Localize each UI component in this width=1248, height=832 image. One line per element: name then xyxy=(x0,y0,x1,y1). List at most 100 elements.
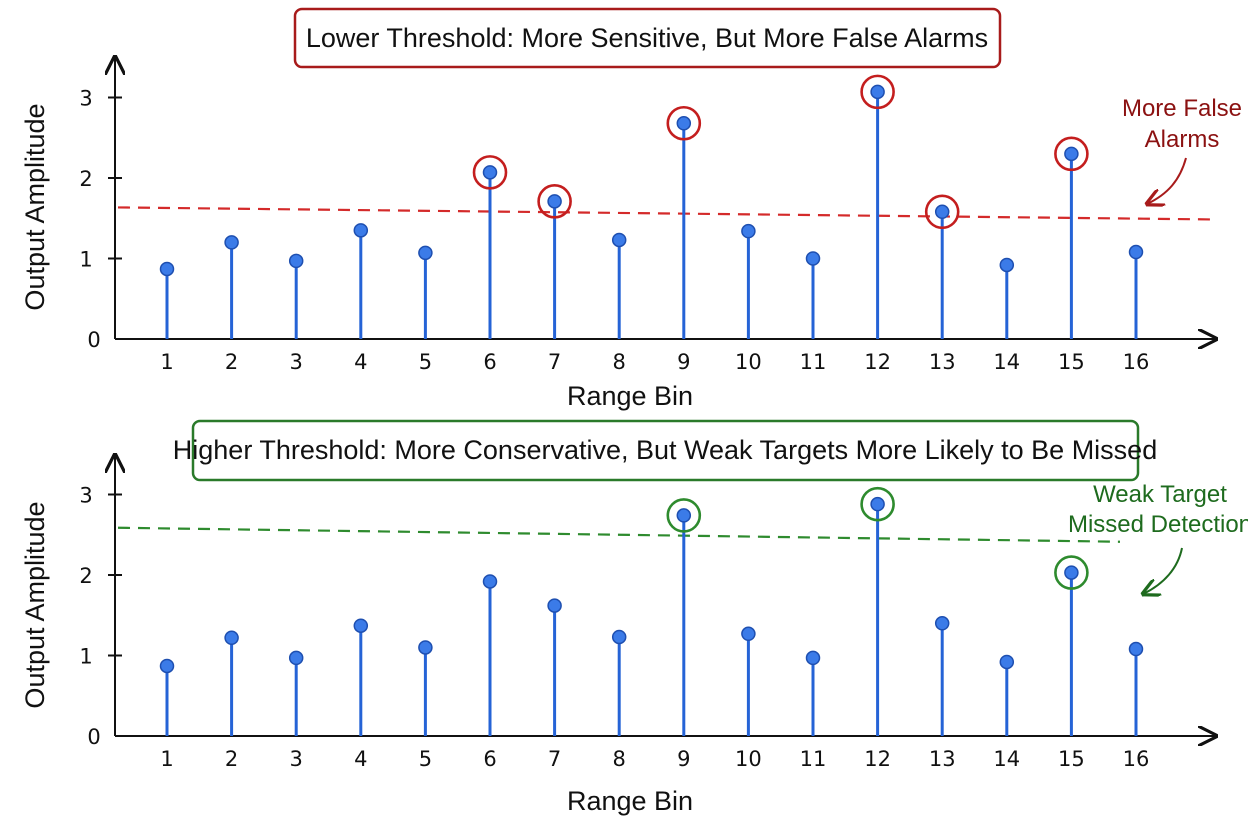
y-tick-label: 2 xyxy=(79,167,92,191)
x-tick-label: 5 xyxy=(419,747,432,771)
x-tick-label: 7 xyxy=(548,747,561,771)
detection-circle xyxy=(860,74,895,110)
stem-marker xyxy=(547,598,562,613)
stem-marker xyxy=(741,626,756,642)
y-tick-label: 0 xyxy=(87,725,100,749)
panel1-threshold-line xyxy=(117,206,1211,221)
x-tick-label: 12 xyxy=(864,350,891,374)
x-tick-label: 16 xyxy=(1123,350,1150,374)
detection-circle xyxy=(666,498,702,533)
x-tick-label: 1 xyxy=(160,747,173,771)
x-tick-label: 10 xyxy=(735,747,762,771)
x-tick-label: 14 xyxy=(993,350,1020,374)
panel1-annotation-line1: More False xyxy=(1122,95,1242,122)
panel2-xlabel: Range Bin xyxy=(567,786,693,816)
y-tick-label: 1 xyxy=(79,248,92,272)
panel2-annotation-line1: Weak Target xyxy=(1093,481,1227,508)
stem-marker xyxy=(353,223,369,238)
x-tick-label: 7 xyxy=(548,350,561,374)
panel1-annotation-arrow xyxy=(1147,157,1187,204)
x-tick-label: 15 xyxy=(1058,747,1085,771)
stem-marker xyxy=(418,245,433,261)
detection-circle xyxy=(860,486,895,522)
y-tick-label: 3 xyxy=(79,484,92,508)
stem-marker xyxy=(1064,146,1079,162)
y-tick-label: 1 xyxy=(79,645,92,669)
x-tick-label: 14 xyxy=(993,747,1020,771)
panel2-threshold-line xyxy=(117,526,1121,543)
stem-marker xyxy=(224,235,239,250)
stem-marker xyxy=(870,496,885,512)
panel2-annotation-arrow xyxy=(1143,547,1183,594)
stem-marker xyxy=(999,257,1015,273)
x-tick-label: 16 xyxy=(1123,747,1150,771)
x-tick-label: 2 xyxy=(225,747,238,771)
x-tick-label: 2 xyxy=(225,350,238,374)
panel2-annotation-line2: Missed Detection xyxy=(1068,511,1248,538)
x-tick-label: 3 xyxy=(290,350,303,374)
stem-marker xyxy=(676,116,692,131)
x-tick-label: 3 xyxy=(290,747,303,771)
stem-marker xyxy=(611,629,627,645)
x-tick-label: 4 xyxy=(354,350,367,374)
stem-marker xyxy=(676,508,692,523)
stem-marker xyxy=(1128,244,1144,260)
stem-marker xyxy=(934,204,950,220)
panel1-stems xyxy=(159,74,1144,339)
x-tick-label: 9 xyxy=(677,747,690,771)
x-tick-label: 15 xyxy=(1058,350,1085,374)
panel1-title-box xyxy=(293,7,1002,69)
stem-marker xyxy=(805,251,821,266)
x-tick-label: 11 xyxy=(800,747,827,771)
x-tick-label: 6 xyxy=(483,747,496,771)
y-tick-label: 2 xyxy=(79,564,92,588)
panel-lower-threshold: Lower Threshold: More Sensitive, But Mor… xyxy=(20,7,1242,411)
stem-marker xyxy=(1128,641,1144,657)
detection-circle xyxy=(537,184,572,219)
x-tick-label: 5 xyxy=(419,350,432,374)
x-tick-label: 9 xyxy=(677,350,690,374)
y-tick-label: 3 xyxy=(79,87,92,111)
stem-marker xyxy=(934,616,950,631)
x-tick-label: 13 xyxy=(929,350,956,374)
stem-marker xyxy=(288,253,304,269)
detection-circle xyxy=(924,194,960,230)
stem-marker xyxy=(224,630,239,646)
stem-marker xyxy=(547,194,562,209)
stem-marker xyxy=(353,618,369,633)
panel1-ylabel: Output Amplitude xyxy=(20,103,50,310)
x-tick-label: 1 xyxy=(160,350,173,374)
panel2-title-box xyxy=(191,419,1140,482)
detection-circle xyxy=(1054,136,1089,172)
detection-circle xyxy=(666,105,702,141)
panel1-xlabel: Range Bin xyxy=(567,381,693,411)
panel-higher-threshold: Higher Threshold: More Conservative, But… xyxy=(20,419,1248,816)
panel2-stems xyxy=(159,486,1144,736)
x-tick-label: 4 xyxy=(354,747,367,771)
stem-marker xyxy=(741,223,756,239)
stem-marker xyxy=(611,232,627,248)
stem-marker xyxy=(482,574,498,589)
x-tick-label: 8 xyxy=(613,350,626,374)
stem-marker xyxy=(1064,565,1079,580)
x-tick-label: 11 xyxy=(800,350,827,374)
stem-marker xyxy=(288,650,304,666)
detection-circle xyxy=(1054,555,1089,590)
x-tick-label: 8 xyxy=(613,747,626,771)
x-tick-label: 13 xyxy=(929,747,956,771)
stem-marker xyxy=(999,654,1015,670)
x-tick-label: 10 xyxy=(735,350,762,374)
detection-circle xyxy=(472,155,508,190)
panel1-title: Lower Threshold: More Sensitive, But Mor… xyxy=(306,23,988,53)
stem-marker xyxy=(159,658,175,674)
panel2-ylabel: Output Amplitude xyxy=(20,501,50,708)
stem-marker xyxy=(159,261,175,277)
stem-marker xyxy=(482,165,498,180)
stem-marker xyxy=(418,640,433,655)
y-tick-label: 0 xyxy=(87,328,100,352)
stem-marker xyxy=(870,84,885,100)
